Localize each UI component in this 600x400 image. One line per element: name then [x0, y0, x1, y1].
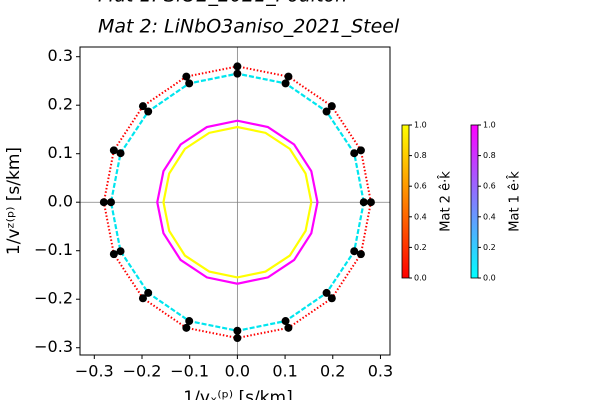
y-tick-label: 0.3 [48, 46, 73, 65]
point [322, 288, 331, 297]
x-tick-label: −0.3 [75, 362, 114, 381]
colorbar [470, 124, 479, 279]
colorbar-tick-label: 0.0 [414, 274, 427, 283]
point [185, 317, 194, 326]
point [185, 79, 194, 88]
series-line [109, 72, 365, 332]
y-tick-label: 0.0 [48, 192, 73, 211]
colorbar-tick-label: 1.0 [483, 121, 496, 130]
y-tick-label: −0.1 [34, 240, 73, 259]
point [233, 69, 242, 78]
colorbar-tick-label: 0.6 [414, 182, 427, 191]
colorbar-tick-label: 0.0 [483, 274, 496, 283]
y-tick-label: −0.3 [34, 337, 73, 356]
x-tick-label: −0.1 [170, 362, 209, 381]
x-tick-label: 0.2 [320, 362, 345, 381]
point [144, 288, 153, 297]
y-tick-label: −0.2 [34, 289, 73, 308]
colorbar-tick-label: 0.8 [483, 151, 496, 160]
y-axis-label: 1/vᶻ⁽ᵖ⁾ [s/km] [4, 147, 24, 255]
x-tick-label: −0.2 [123, 362, 162, 381]
x-axis-label: 1/vₓ⁽ᵖ⁾ [s/km] [183, 388, 292, 400]
x-tick-label: 0.1 [272, 362, 297, 381]
point [109, 146, 118, 155]
colorbar-label: Mat 2 ê·k̂ [438, 171, 453, 232]
colorbar-tick-label: 0.6 [483, 182, 496, 191]
point [322, 107, 331, 116]
point [233, 334, 242, 343]
title-line: Mat 1: SiO2_2021_Poulton [98, 0, 347, 7]
point [350, 149, 359, 158]
point [116, 247, 125, 256]
point [99, 198, 108, 207]
point [359, 198, 368, 207]
point [182, 323, 191, 332]
point [233, 62, 242, 71]
point [107, 198, 115, 207]
series-line [162, 125, 313, 279]
colorbar-tick-label: 0.8 [414, 151, 427, 160]
point [356, 146, 365, 155]
point [350, 247, 359, 256]
point [281, 317, 290, 326]
point [366, 198, 375, 207]
x-tick-label: 0.0 [225, 362, 250, 381]
point [356, 250, 365, 259]
point [284, 72, 293, 81]
point [138, 102, 147, 111]
point [109, 250, 118, 259]
colorbar-tick-label: 1.0 [414, 121, 427, 130]
colorbar [401, 124, 410, 279]
series-line [156, 119, 319, 285]
point [281, 79, 290, 88]
y-tick-label: 0.1 [48, 143, 73, 162]
point [116, 149, 125, 158]
point [233, 326, 242, 335]
point [138, 294, 147, 303]
axes-frame [79, 46, 391, 356]
point [284, 323, 293, 332]
point [327, 294, 336, 303]
colorbar-tick-label: 0.4 [414, 212, 427, 221]
point [327, 102, 336, 111]
colorbar-tick-label: 0.4 [483, 212, 496, 221]
colorbar-tick-label: 0.2 [414, 243, 427, 252]
colorbar-label: Mat 1 ê·k̂ [507, 171, 522, 232]
point [182, 72, 191, 81]
point [144, 107, 153, 116]
colorbar-tick-label: 0.2 [483, 243, 496, 252]
title-line: Mat 2: LiNbO3aniso_2021_Steel [98, 16, 400, 38]
x-tick-label: 0.3 [368, 362, 393, 381]
y-tick-label: 0.2 [48, 95, 73, 114]
